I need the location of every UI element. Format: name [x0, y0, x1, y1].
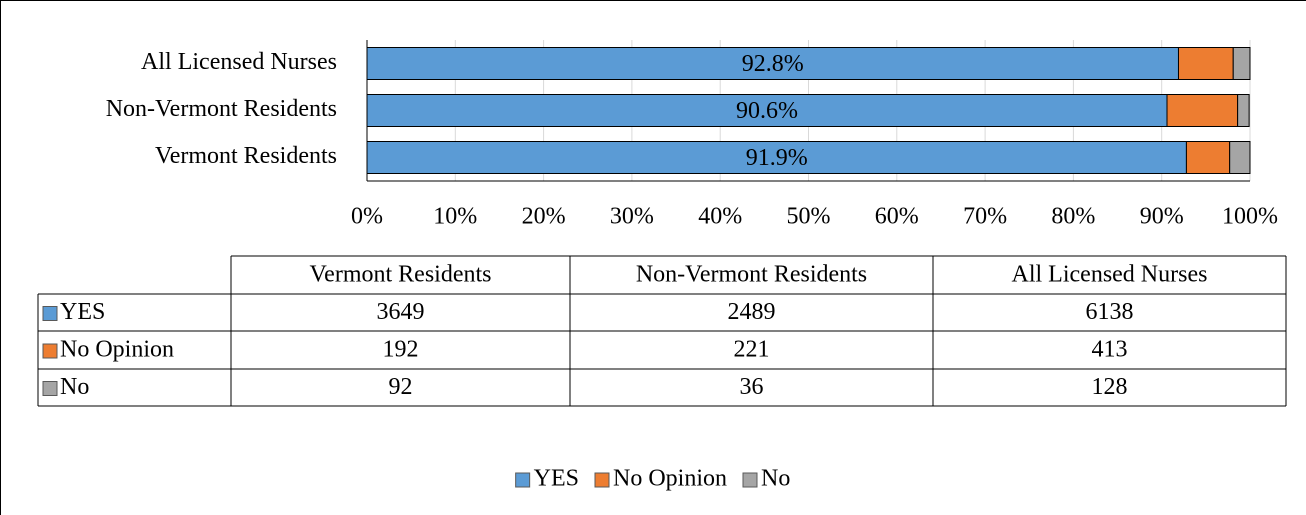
table-row-label: No Opinion [60, 337, 174, 363]
legend-key [594, 472, 610, 488]
x-tick-label: 60% [875, 204, 919, 230]
bar-segment [1237, 94, 1250, 127]
x-tick-label: 30% [610, 204, 654, 230]
bar-label: 91.9% [746, 145, 808, 171]
bar-segment [366, 47, 1179, 80]
x-tick-label: 80% [1051, 204, 1095, 230]
table-row-label: YES [60, 299, 105, 325]
table-cell: 3649 [377, 299, 425, 325]
y-tick-label: Non-Vermont Residents [106, 96, 337, 122]
table-header: Non-Vermont Residents [636, 262, 867, 288]
table-cell: 2489 [728, 299, 776, 325]
table-legend-key [42, 381, 58, 396]
bar-segment [1185, 141, 1231, 174]
x-tick-label: 20% [522, 204, 566, 230]
legend-label: No [761, 466, 790, 492]
bar-label: 92.8% [742, 51, 804, 77]
bar-segment [1229, 141, 1251, 174]
legend-label: No Opinion [613, 466, 727, 492]
bar-segment [1166, 94, 1239, 127]
table-cell: 92 [389, 374, 413, 400]
bar-segment [1177, 47, 1234, 80]
bar-segment [1232, 47, 1251, 80]
x-tick-label: 100% [1222, 204, 1278, 230]
x-tick-label: 90% [1140, 204, 1184, 230]
table-cell: 192 [383, 337, 419, 363]
table-row-label: No [60, 374, 89, 400]
y-tick-label: All Licensed Nurses [141, 49, 337, 75]
x-tick-label: 0% [351, 204, 383, 230]
bar-label: 90.6% [736, 98, 798, 124]
table-cell: 413 [1092, 337, 1128, 363]
legend-key [742, 472, 758, 488]
table-cell: 128 [1092, 374, 1128, 400]
bar-segment [366, 94, 1168, 127]
table-legend-key [42, 306, 58, 321]
x-tick-label: 10% [433, 204, 477, 230]
table-legend-key [42, 343, 58, 359]
x-tick-label: 40% [698, 204, 742, 230]
x-tick-label: 50% [787, 204, 831, 230]
table-header: All Licensed Nurses [1012, 262, 1208, 288]
table-header: Vermont Residents [310, 262, 492, 288]
x-tick-label: 70% [963, 204, 1007, 230]
y-tick-label: Vermont Residents [155, 143, 337, 169]
bar-segment [366, 141, 1187, 174]
table-cell: 6138 [1086, 299, 1134, 325]
table-cell: 36 [740, 374, 764, 400]
table-cell: 221 [734, 337, 770, 363]
legend-key [515, 472, 531, 488]
legend-label: YES [534, 466, 579, 492]
